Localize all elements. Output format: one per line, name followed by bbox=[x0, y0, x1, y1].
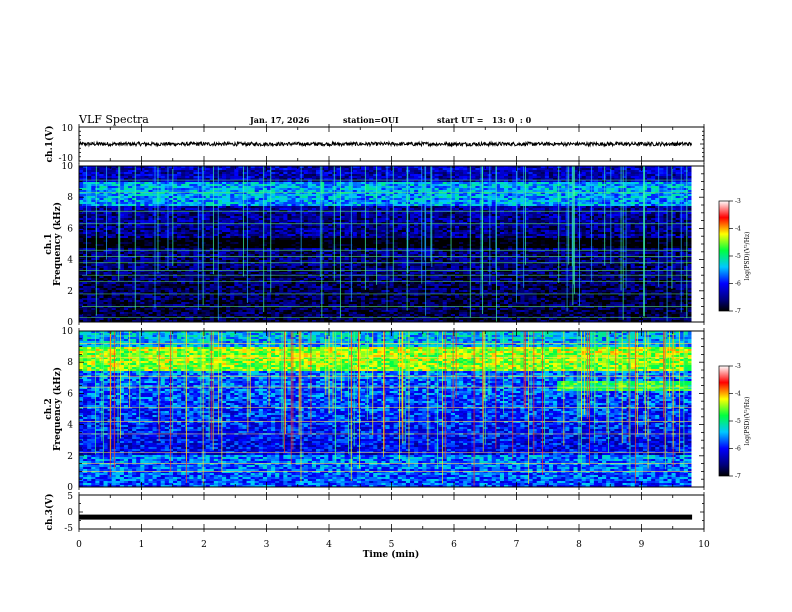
ch1-spectrogram-image bbox=[79, 166, 704, 322]
vlf-figure: VLF Spectra Jan. 17, 2026 station=OUI st… bbox=[0, 0, 792, 612]
start-time-label: start UT = 13: 0 : 0 bbox=[437, 115, 532, 125]
ch1-waveform-panel: 10 -10 ch.1(V) bbox=[44, 124, 704, 164]
station-label: station=OUI bbox=[343, 115, 399, 125]
date-label: Jan. 17, 2026 bbox=[249, 115, 310, 125]
ch1-ytick-top: 10 bbox=[62, 124, 74, 134]
figure-title: VLF Spectra bbox=[78, 113, 149, 126]
ch1-ylabel: ch.1(V) bbox=[44, 126, 55, 163]
